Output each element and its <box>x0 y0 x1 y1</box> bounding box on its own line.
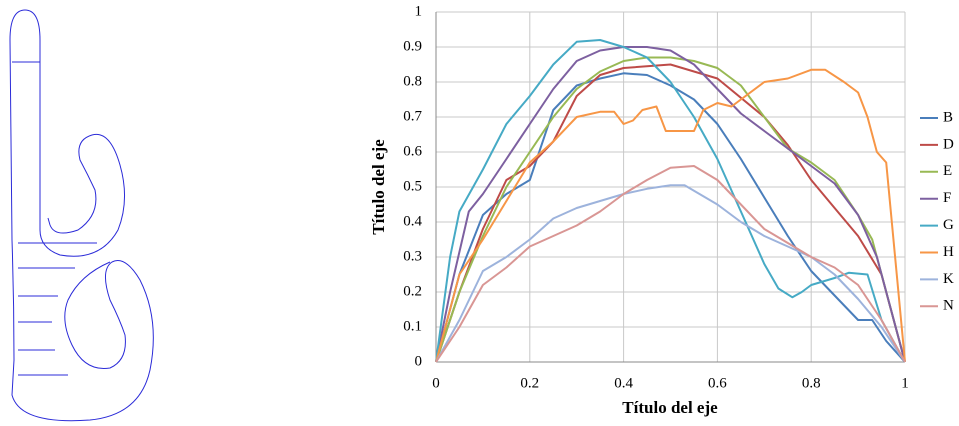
x-tick-label: 0 <box>432 375 440 391</box>
y-tick-label: 0.2 <box>403 283 422 299</box>
series-line <box>435 63 906 363</box>
shape-outline <box>9 39 154 422</box>
legend-label: K <box>943 271 954 287</box>
y-tick-label: 0.6 <box>403 143 422 159</box>
x-tick-label: 0.8 <box>802 375 821 391</box>
series-line <box>435 72 906 363</box>
y-tick-label: 0.4 <box>403 213 422 229</box>
y-tick-label: 1 <box>415 3 423 19</box>
y-tick-label: 0.1 <box>403 318 422 334</box>
shape-outline <box>9 9 126 257</box>
x-tick-label: 0.6 <box>708 375 727 391</box>
y-axis-title: Título del eje <box>369 139 388 235</box>
y-tick-label: 0.9 <box>403 38 422 54</box>
x-tick-label: 0.4 <box>614 375 633 391</box>
series-line <box>435 68 906 363</box>
outline-drawing <box>9 9 154 422</box>
series-line <box>435 46 906 363</box>
series-line <box>435 184 906 363</box>
legend-label: E <box>943 163 952 179</box>
y-tick-label: 0.7 <box>403 108 422 124</box>
x-axis-title: Título del eje <box>622 398 718 417</box>
y-tick-label: 0.3 <box>403 248 422 264</box>
legend-label: B <box>943 109 953 125</box>
series-line <box>435 39 906 363</box>
x-tick-label: 0.2 <box>520 375 539 391</box>
legend-label: D <box>943 136 954 152</box>
y-tick-label: 0.5 <box>403 178 422 194</box>
legend-label: G <box>943 217 954 233</box>
legend-label: H <box>943 244 954 260</box>
section-lines <box>12 61 97 376</box>
x-tick-label: 1 <box>901 375 909 391</box>
series-line <box>435 56 906 363</box>
y-tick-label: 0.8 <box>403 73 422 89</box>
legend-label: N <box>943 298 954 314</box>
legend-label: F <box>943 190 951 206</box>
y-tick-label: 0 <box>415 353 423 369</box>
series-line <box>435 165 906 363</box>
